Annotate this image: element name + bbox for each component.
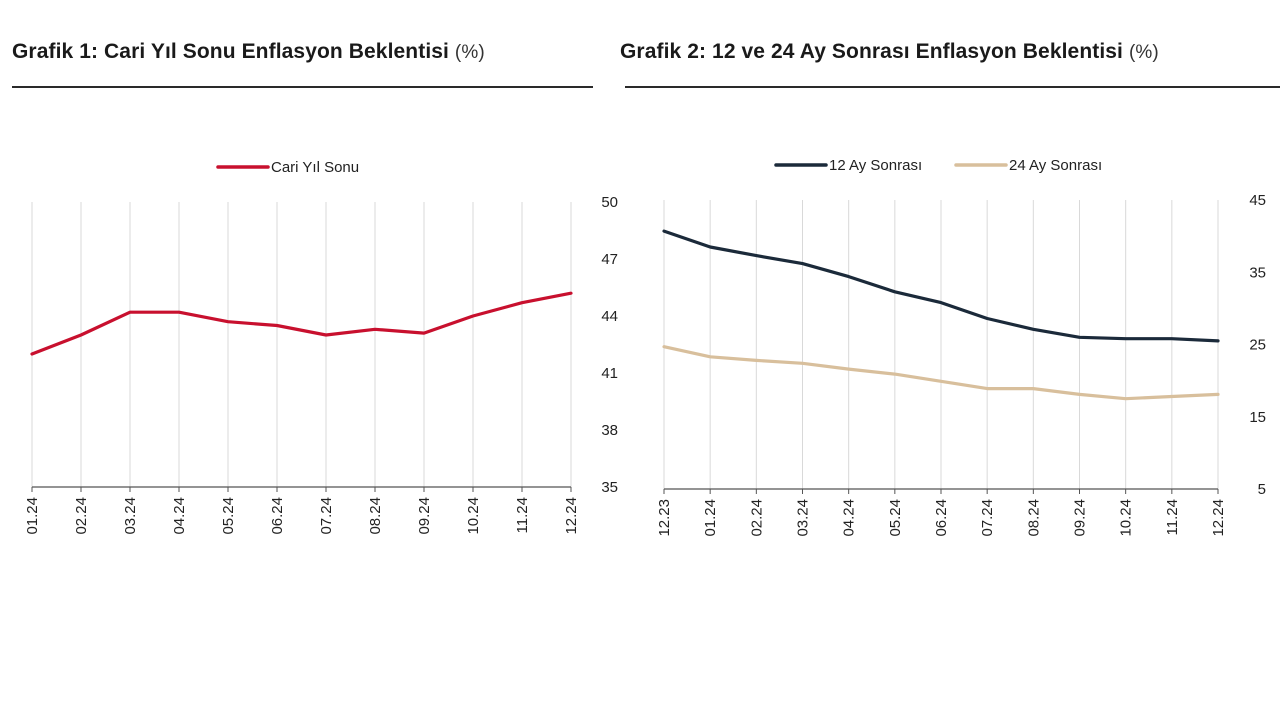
chart1-legend-label: Cari Yıl Sonu: [271, 159, 359, 176]
chart1-x-tick-label: 09.24: [416, 497, 433, 535]
chart1-title-main: Grafik 1: Cari Yıl Sonu Enflasyon Beklen…: [12, 40, 449, 63]
chart1-y-tick-label: 47: [601, 251, 618, 268]
chart2-x-tick-label: 08.24: [1025, 499, 1042, 537]
chart2-x-tick-label: 06.24: [933, 499, 950, 537]
chart2-x-tick-label: 01.24: [702, 499, 719, 537]
chart1-x-tick-label: 08.24: [367, 497, 384, 535]
chart2-title-main: Grafik 2: 12 ve 24 Ay Sonrası Enflasyon …: [620, 40, 1123, 63]
chart1-x-tick-label: 02.24: [73, 497, 90, 535]
chart2-y-tick-label: 25: [1249, 337, 1266, 354]
chart1-x-tick-label: 07.24: [318, 497, 335, 535]
chart1-y-tick-label: 35: [601, 479, 618, 496]
chart2-x-tick-label: 09.24: [1072, 499, 1089, 537]
chart2-x-tick-label: 11.24: [1164, 499, 1181, 535]
chart2-title-rule: [625, 86, 1280, 88]
chart1-y-tick-label: 44: [601, 308, 618, 325]
chart1-x-tick-label: 04.24: [171, 497, 188, 535]
chart2-x-tick-label: 03.24: [795, 499, 812, 537]
chart1-x-tick-label: 01.24: [24, 497, 41, 535]
chart2-title-unit: (%): [1128, 42, 1159, 63]
chart1-title-unit: (%): [454, 42, 485, 63]
chart1-x-tick-label: 03.24: [122, 497, 139, 535]
chart2-x-tick-label: 10.24: [1118, 499, 1135, 537]
chart1-y-tick-label: 41: [601, 365, 618, 382]
chart2-y-tick-label: 5: [1258, 481, 1266, 498]
chart1-y-tick-label: 38: [601, 422, 618, 439]
chart1-x-tick-label: 12.24: [563, 497, 580, 535]
chart1-x-tick-label: 11.24: [514, 497, 531, 533]
chart1-y-tick-label: 50: [601, 194, 618, 211]
chart2-series-line-12-ay-sonrasi: [662, 229, 1220, 343]
chart2-x-tick-label: 05.24: [887, 499, 904, 537]
chart2-x-tick-label: 07.24: [979, 499, 996, 537]
chart2-y-tick-label: 35: [1249, 264, 1266, 281]
chart2-x-tick-label: 04.24: [841, 499, 858, 537]
chart2-legend-label: 24 Ay Sonrası: [1009, 157, 1102, 174]
chart2-series-line-24-ay-sonrasi: [662, 345, 1220, 401]
chart2-x-tick-label: 12.23: [656, 499, 673, 537]
chart1-x-tick-label: 05.24: [220, 497, 237, 535]
chart1-series-line-cari-yil-sonu: [30, 291, 573, 356]
chart1-x-tick-label: 10.24: [465, 497, 482, 535]
chart1-x-tick-label: 06.24: [269, 497, 286, 535]
chart2-y-tick-label: 45: [1249, 192, 1266, 209]
chart2-legend-label: 12 Ay Sonrası: [829, 157, 922, 174]
chart1-title-rule: [12, 86, 593, 88]
chart2-y-tick-label: 15: [1249, 409, 1266, 426]
chart2-x-tick-label: 12.24: [1210, 499, 1227, 537]
chart2-title: Grafik 2: 12 ve 24 Ay Sonrası Enflasyon …: [620, 40, 1159, 64]
chart1-title: Grafik 1: Cari Yıl Sonu Enflasyon Beklen…: [12, 40, 485, 64]
chart2-x-tick-label: 02.24: [748, 499, 765, 537]
